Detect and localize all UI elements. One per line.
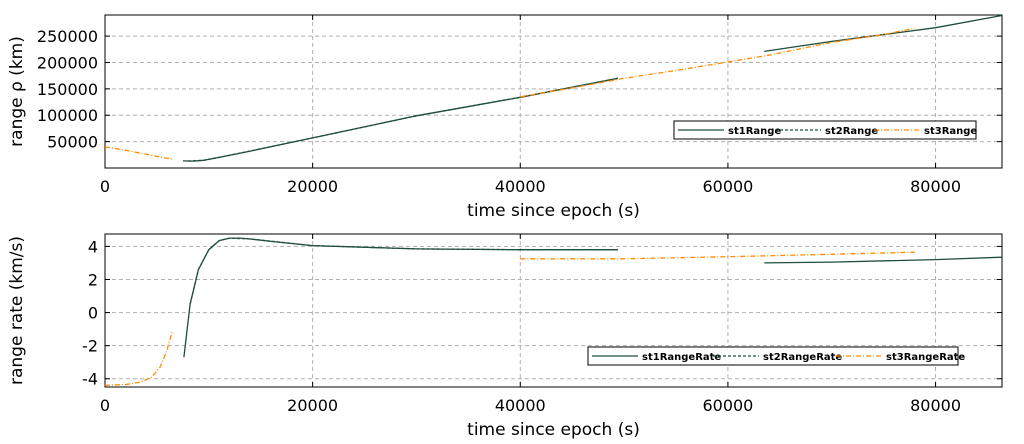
- x-tick-label: 0: [100, 177, 110, 196]
- series-line-st1RangeRate: [183, 237, 618, 358]
- x-tick-label: 80000: [910, 396, 961, 415]
- series-line-st1Range: [182, 77, 619, 162]
- series-line-st3RangeRate: [520, 251, 915, 260]
- series-line-st2RangeRate: [189, 237, 618, 305]
- y-tick-label: -4: [82, 370, 98, 389]
- y-tick-label: -2: [82, 337, 98, 356]
- x-tick-label: 40000: [495, 396, 546, 415]
- legend-label: st3RangeRate: [886, 352, 965, 363]
- y-tick-label: 150000: [37, 80, 98, 99]
- series-line-st1RangeRate: [764, 256, 1002, 264]
- y-axis-label: range rate (km/s): [7, 236, 27, 385]
- plot-frame: [104, 233, 1003, 388]
- series-line-st1Range: [764, 15, 1002, 53]
- y-tick-label: 250000: [37, 27, 98, 46]
- x-tick-label: 60000: [702, 396, 753, 415]
- range-chart-panel: 0 20000 40000 60000 80000 50000 100000 150000 20…: [7, 14, 1003, 221]
- legend-label: st2RangeRate: [763, 352, 842, 363]
- series-line-st3RangeRate: [105, 330, 174, 386]
- y-tick-label: 4: [88, 237, 98, 256]
- legend: st1Range st2Range st3Range: [673, 120, 977, 140]
- series-line-st3Range: [520, 27, 915, 98]
- x-axis-label: time since epoch (s): [467, 201, 640, 221]
- x-tick-label: 40000: [495, 177, 546, 196]
- x-tick-label: 80000: [910, 177, 961, 196]
- legend-label: st1RangeRate: [642, 352, 721, 363]
- x-tick-label: 0: [100, 396, 110, 415]
- legend: st1RangeRate st2RangeRate st3RangeRate: [587, 346, 965, 366]
- range-rate-chart-panel: 0 20000 40000 60000 80000 -4 -2 0 2 4 time since e…: [7, 233, 1003, 440]
- series-line-st2Range: [188, 77, 619, 162]
- y-tick-label: 100000: [37, 106, 98, 125]
- x-tick-label: 60000: [702, 177, 753, 196]
- legend-label: st3Range: [924, 126, 977, 137]
- legend-label: st2Range: [825, 126, 878, 137]
- y-tick-label: 50000: [47, 133, 98, 152]
- y-tick-label: 0: [88, 304, 98, 323]
- plot-frame: [104, 14, 1003, 169]
- x-tick-label: 20000: [287, 177, 338, 196]
- y-tick-label: 200000: [37, 53, 98, 72]
- y-tick-label: 2: [88, 270, 98, 289]
- x-tick-label: 20000: [287, 396, 338, 415]
- series-line-st3Range: [105, 146, 174, 160]
- y-axis-label: range ρ (km): [7, 36, 27, 147]
- legend-label: st1Range: [728, 126, 781, 137]
- x-axis-label: time since epoch (s): [467, 420, 640, 440]
